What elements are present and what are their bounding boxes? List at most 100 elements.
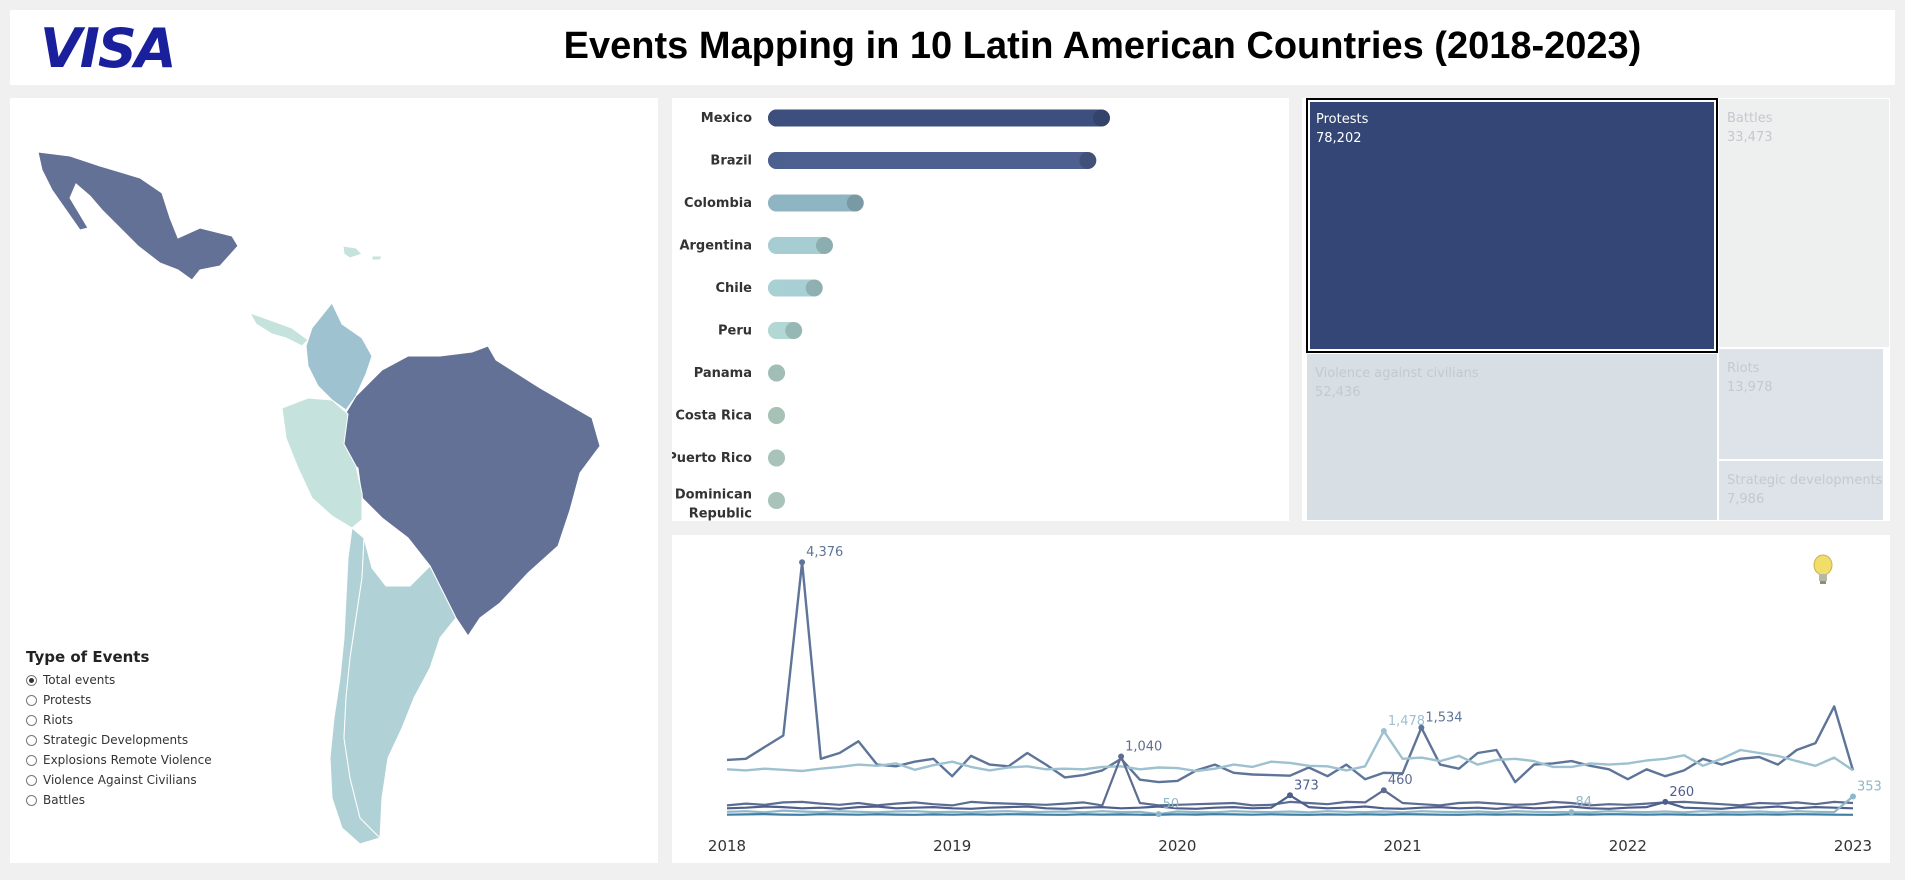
bar-category-label: Chile <box>715 281 752 296</box>
radio-button[interactable] <box>26 774 37 786</box>
timeline-peak-marker[interactable] <box>1568 809 1575 816</box>
bar-category-label: Peru <box>718 324 752 339</box>
event-type-treemap-panel: Protests 78,202 Battles 33,473 Violence agai… <box>1302 98 1890 521</box>
treemap-cell-value: 33,473 <box>1727 130 1773 145</box>
bar-category-label: Colombia <box>684 196 752 211</box>
legend-option-label: Violence Against Civilians <box>43 773 197 787</box>
timeline-data-label: 1,478 <box>1388 714 1425 729</box>
bar-start-cap <box>768 109 785 127</box>
timeline-series-line[interactable] <box>726 729 1854 773</box>
map-country-mexico[interactable] <box>37 151 239 281</box>
radio-button[interactable] <box>26 734 37 746</box>
bar-start-cap <box>768 152 785 169</box>
radio-button[interactable] <box>26 794 37 806</box>
bar-start-cap <box>768 449 785 467</box>
bar-category-label: Argentina <box>679 239 752 254</box>
treemap-cell-value: 52,436 <box>1315 385 1361 400</box>
bar-category-label: Panama <box>694 366 752 381</box>
bar-start-cap <box>768 194 785 212</box>
bar-start-cap <box>768 322 785 339</box>
legend-option-riots[interactable]: Riots <box>26 710 212 730</box>
treemap-cell-violence-against-civilians[interactable]: Violence against civilians 52,436 <box>1306 353 1718 521</box>
event-type-treemap: Protests 78,202 Battles 33,473 Violence agai… <box>1302 98 1890 521</box>
timeline-year-tick: 2019 <box>933 837 971 855</box>
legend-option-label: Total events <box>43 673 116 687</box>
bar-end-cap <box>768 449 785 467</box>
country-bar-chart-panel: Mexico Brazil Colombia Argentina Chile Peru Pa… <box>667 98 1289 522</box>
timeline-peak-marker[interactable] <box>1380 787 1387 794</box>
timeline-data-label: 50 <box>1163 797 1180 812</box>
lightbulb-icon[interactable] <box>1812 553 1834 587</box>
timeline-series-line[interactable] <box>726 795 1854 816</box>
treemap-cell-riots[interactable]: Riots 13,978 <box>1718 348 1884 460</box>
treemap-cell-battles[interactable]: Battles 33,473 <box>1718 98 1890 348</box>
timeline-peak-marker[interactable] <box>1850 793 1856 800</box>
timeline-year-tick: 2023 <box>1834 837 1872 855</box>
treemap-cell-label: Strategic developments 7,986 <box>1727 471 1882 509</box>
map-country-puerto-rico[interactable] <box>371 255 383 261</box>
treemap-cell-name: Battles <box>1727 111 1773 126</box>
legend-option-battles[interactable]: Battles <box>26 790 212 810</box>
bar-end-cap <box>846 194 864 212</box>
treemap-cell-name: Strategic developments <box>1727 473 1883 488</box>
timeline-line-chart: 4,376 1,040 50 460 373 1,478 1,534 84 260 353 2018… <box>708 545 1882 855</box>
legend-option-label: Protests <box>43 693 92 707</box>
legend-title: Type of Events <box>26 648 150 666</box>
timeline-peak-marker[interactable] <box>1380 727 1387 734</box>
bar-category-label: Puerto Rico <box>672 451 752 466</box>
treemap-cell-value: 7,986 <box>1727 492 1765 507</box>
map-country-central-america[interactable] <box>248 312 309 347</box>
bar-end-cap <box>768 492 785 509</box>
map-country-uruguay[interactable] <box>439 617 469 655</box>
legend-option-explosions-remote-violence[interactable]: Explosions Remote Violence <box>26 750 212 770</box>
bar-category-label: Costa Rica <box>675 409 752 424</box>
treemap-cell-value: 78,202 <box>1316 131 1362 146</box>
treemap-cell-value: 13,978 <box>1727 380 1773 395</box>
treemap-cell-strategic-developments[interactable]: Strategic developments 7,986 <box>1718 460 1884 521</box>
timeline-series-line[interactable] <box>726 813 1854 816</box>
timeline-peak-marker[interactable] <box>799 559 806 566</box>
timeline-peak-marker[interactable] <box>1418 724 1425 731</box>
timeline-series-line[interactable] <box>726 561 1855 784</box>
radio-button[interactable] <box>26 754 37 766</box>
legend-option-strategic-developments[interactable]: Strategic Developments <box>26 730 212 750</box>
timeline-peak-marker[interactable] <box>1662 798 1669 805</box>
radio-button[interactable] <box>26 674 37 686</box>
treemap-cell-name: Riots <box>1727 361 1760 376</box>
timeline-peak-marker[interactable] <box>1287 792 1293 799</box>
timeline-data-label: 4,376 <box>806 545 843 560</box>
bar-brazil[interactable] <box>768 152 1097 169</box>
bar-end-cap <box>785 322 803 339</box>
treemap-cell-label: Violence against civilians 52,436 <box>1315 364 1479 402</box>
map-panel: Type of Events Total events Protests Riots… <box>10 98 658 863</box>
timeline-year-tick: 2021 <box>1384 837 1422 855</box>
event-type-legend: Type of Events Total events Protests Riots… <box>26 648 212 810</box>
timeline-data-label: 84 <box>1576 795 1593 810</box>
timeline-data-label: 1,534 <box>1425 711 1462 726</box>
treemap-cell-protests[interactable]: Protests 78,202 <box>1306 98 1718 353</box>
bar-argentina[interactable] <box>768 237 833 254</box>
bar-mexico[interactable] <box>768 109 1110 127</box>
bar-start-cap <box>768 279 785 297</box>
treemap-cell-name: Violence against civilians <box>1315 366 1479 381</box>
legend-option-label: Battles <box>43 793 85 807</box>
bar-end-cap <box>768 364 786 382</box>
page-title: Events Mapping in 10 Latin American Coun… <box>563 25 1642 67</box>
map-country-argentina[interactable] <box>343 537 457 840</box>
country-bar-chart: Mexico Brazil Colombia Argentina Chile Peru Pa… <box>667 109 1110 522</box>
bar-start-cap <box>768 492 785 509</box>
radio-button[interactable] <box>26 714 37 726</box>
radio-button[interactable] <box>26 694 37 706</box>
header-bar: VISA Events Mapping in 10 Latin American… <box>10 10 1895 85</box>
treemap-cell-name: Protests <box>1316 112 1369 127</box>
bar-end-cap <box>1079 152 1097 169</box>
legend-option-total-events[interactable]: Total events <box>26 670 212 690</box>
bar-colombia[interactable] <box>768 194 864 212</box>
legend-option-violence-against-civilians[interactable]: Violence Against Civilians <box>26 770 212 790</box>
timeline-peak-marker[interactable] <box>1118 753 1125 760</box>
timeline-peak-marker[interactable] <box>1155 811 1162 818</box>
legend-option-protests[interactable]: Protests <box>26 690 212 710</box>
timeline-year-tick: 2018 <box>708 837 746 855</box>
bar-start-cap <box>768 237 785 254</box>
map-country-dominican-republic[interactable] <box>342 245 363 259</box>
